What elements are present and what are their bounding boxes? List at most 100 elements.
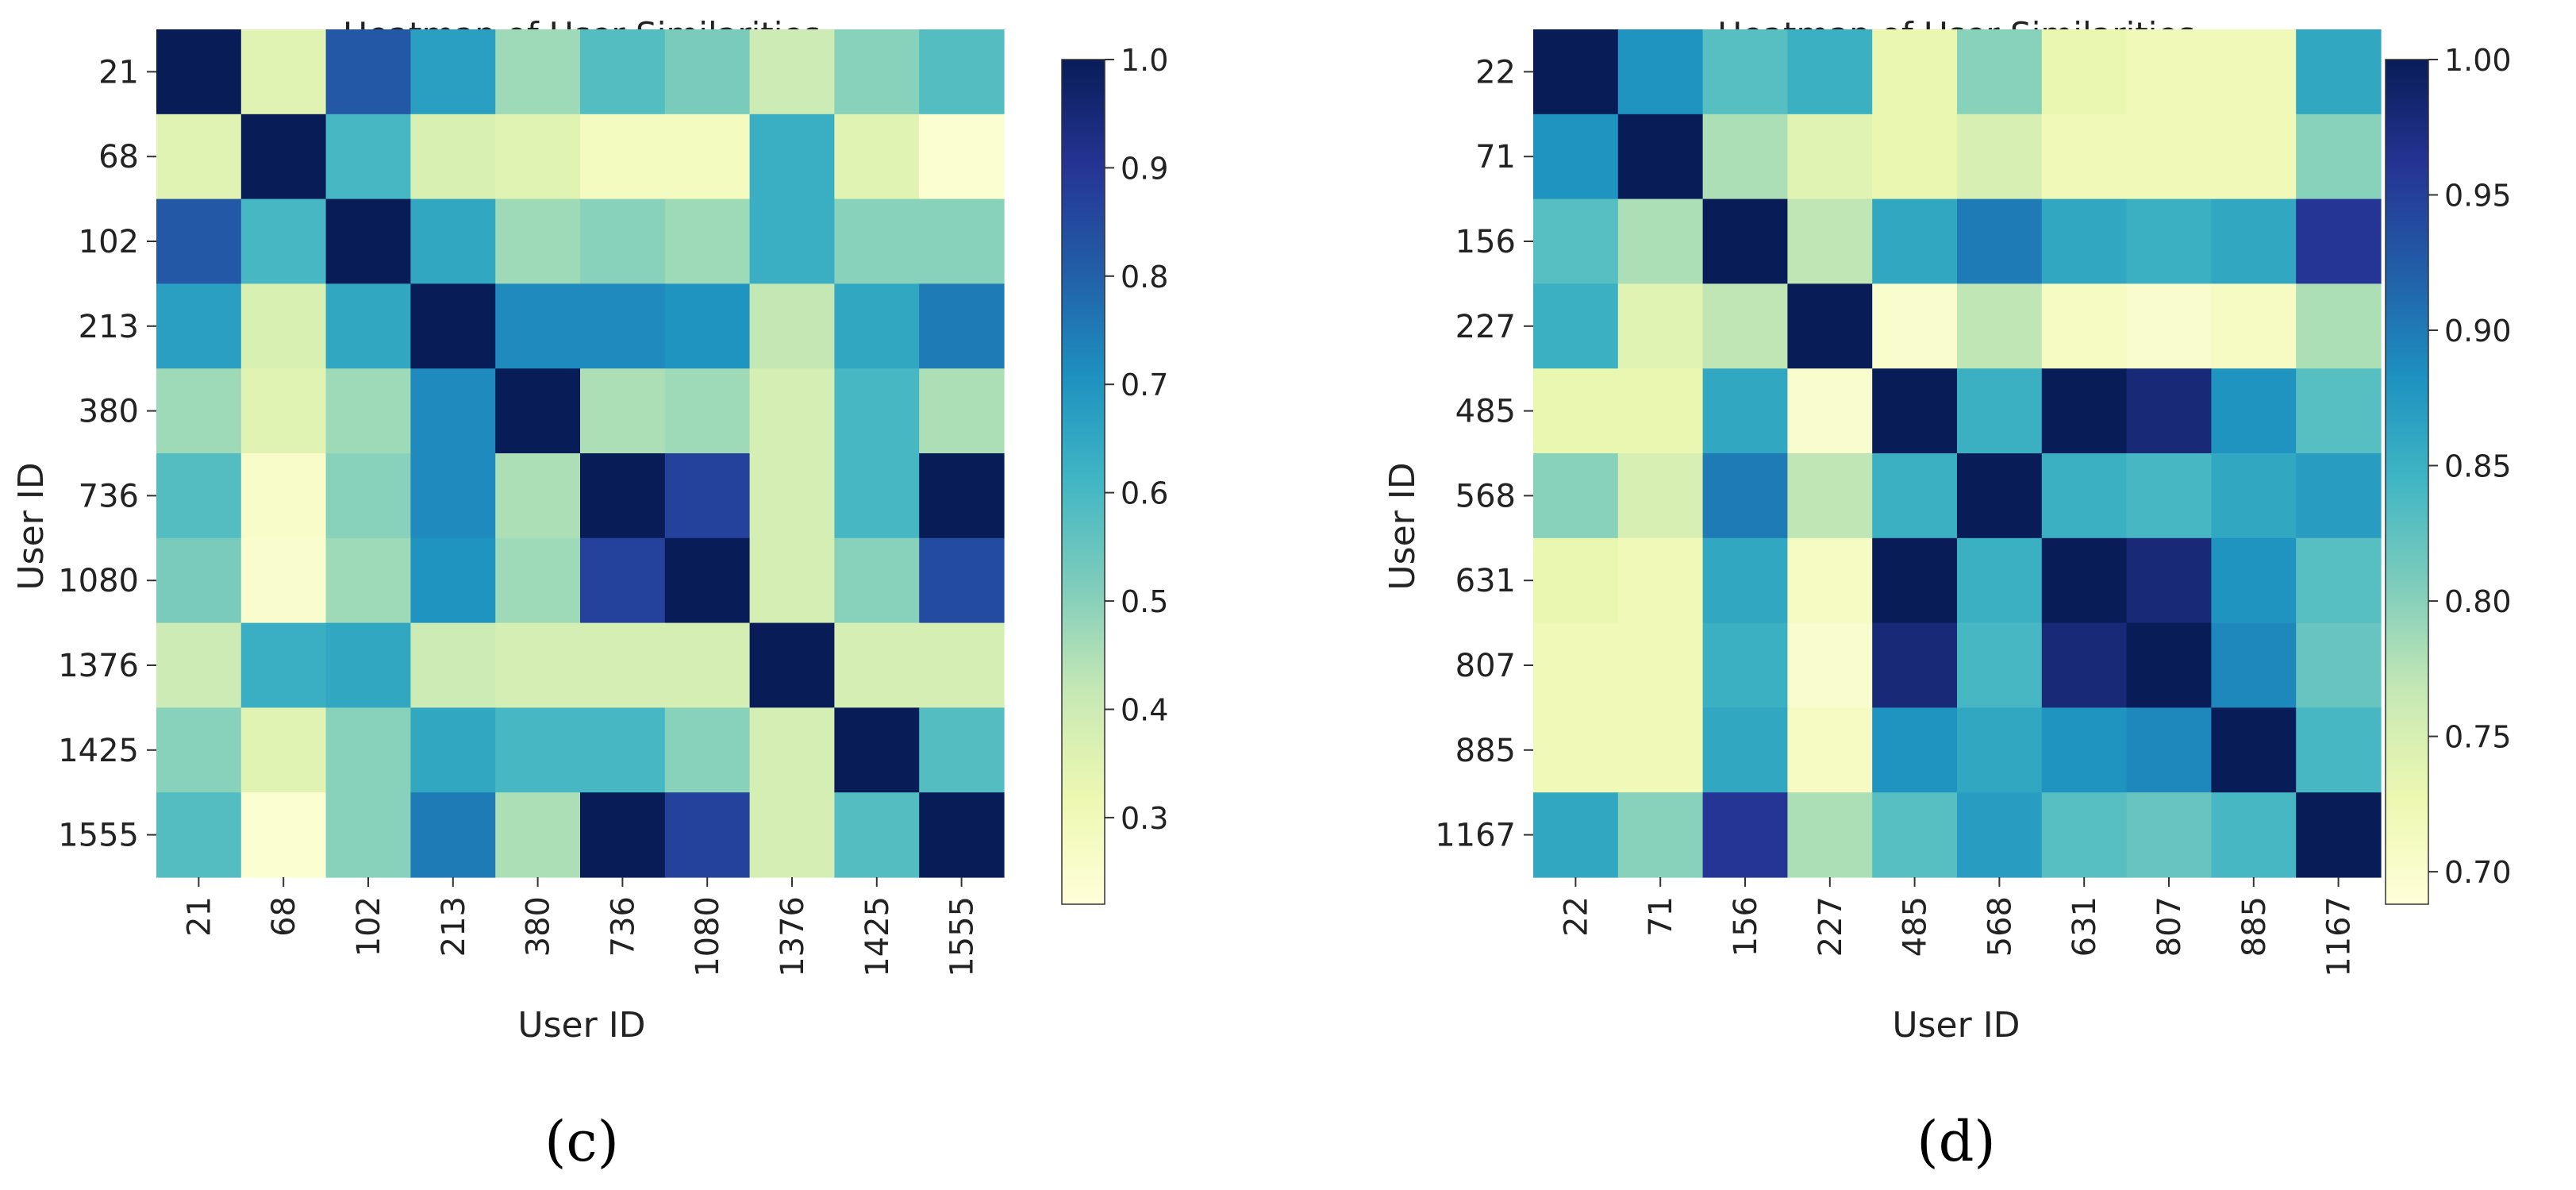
heatmap-cell (664, 198, 751, 284)
heatmap-cell (495, 707, 581, 793)
heatmap-cell (1957, 792, 2043, 878)
y-tick-labels: 21 68 102 213 380 736 1080 1376 1425 1555 (58, 54, 156, 854)
heatmap-cell (1533, 453, 1619, 539)
heatmap-cell (325, 29, 411, 115)
heatmap-cell (410, 707, 496, 793)
heatmap-cell (834, 453, 920, 539)
heatmap-cell (919, 198, 1005, 284)
heatmap-cell (240, 114, 327, 200)
heatmap-cell (325, 114, 411, 200)
heatmap-cell (156, 622, 242, 708)
heatmap-cell (2296, 707, 2382, 793)
heatmap-cell (1787, 29, 1873, 115)
heatmap-cell (2211, 283, 2297, 369)
heatmap-cell (1533, 537, 1619, 624)
heatmap-cell (2126, 283, 2212, 369)
heatmap-cell (2041, 198, 2128, 284)
x-tick-label: 568 (1982, 896, 2018, 957)
colorbar-ticks: 0.3 0.4 0.5 0.6 0.7 0.8 0.9 1.0 (1105, 43, 1168, 836)
heatmap-cell (1787, 707, 1873, 793)
heatmap-cell (1787, 368, 1873, 454)
y-tick-label: 21 (98, 54, 139, 91)
heatmap-cell (240, 368, 327, 454)
x-tick-label: 227 (1813, 896, 1849, 957)
heatmap-cell (664, 368, 751, 454)
heatmap-cell (919, 707, 1005, 793)
y-tick-label: 631 (1455, 563, 1516, 599)
heatmap-cell (749, 537, 835, 624)
heatmap-cell (1617, 29, 1704, 115)
heatmap-cell (2041, 622, 2128, 708)
x-tick-label: 68 (266, 896, 302, 937)
heatmap-cell (1702, 368, 1788, 454)
heatmap-cell (156, 198, 242, 284)
heatmap-cell (2126, 622, 2212, 708)
heatmap-cell (1617, 283, 1704, 369)
colorbar-tick-label: 1.00 (2444, 43, 2512, 78)
y-tick-label: 1555 (58, 818, 139, 854)
heatmap-cell (2296, 537, 2382, 624)
heatmap-cell (1702, 707, 1788, 793)
heatmap-cell (2126, 537, 2212, 624)
heatmap-cell (580, 368, 666, 454)
heatmap-cell (240, 537, 327, 624)
heatmap-cell (410, 453, 496, 539)
x-tick-label: 102 (351, 896, 387, 957)
heatmap-cell (325, 537, 411, 624)
heatmap-cell (919, 792, 1005, 878)
heatmap-cell (2296, 453, 2382, 539)
x-axis-label: User ID (1892, 1005, 2020, 1046)
heatmap-cell (2211, 114, 2297, 200)
colorbar-tick-label: 0.75 (2444, 720, 2512, 755)
colorbar (1061, 59, 1105, 905)
heatmap-cell (156, 707, 242, 793)
colorbar-ticks: 0.70 0.75 0.80 0.85 0.90 0.95 1.00 (2428, 43, 2512, 890)
y-tick-label: 380 (79, 394, 139, 430)
y-tick-label: 68 (98, 139, 139, 175)
y-tick-label: 736 (79, 478, 139, 514)
y-tick-label: 1425 (58, 733, 139, 769)
y-tick-label: 485 (1455, 394, 1516, 430)
heatmap-cell (495, 622, 581, 708)
colorbar-tick-label: 0.90 (2444, 314, 2512, 349)
heatmap-cell (1533, 29, 1619, 115)
heatmap-cell (410, 114, 496, 200)
y-tick-label: 1167 (1435, 818, 1516, 854)
heatmap-cell (325, 707, 411, 793)
heatmap-cell (2041, 283, 2128, 369)
heatmap-cell (1872, 368, 1958, 454)
heatmap-cell (1702, 198, 1788, 284)
heatmap-cell (2296, 29, 2382, 115)
heatmap-cell (240, 29, 327, 115)
x-tick-label: 1425 (859, 896, 896, 977)
heatmap-cell (1872, 283, 1958, 369)
heatmap-cell (1787, 537, 1873, 624)
x-tick-label: 1376 (775, 896, 811, 977)
heatmap-cell (834, 29, 920, 115)
colorbar-tick-label: 0.6 (1121, 476, 1168, 511)
heatmap-cell (2211, 453, 2297, 539)
x-tick-labels: 22 71 156 227 485 568 631 807 885 1167 (1558, 877, 2358, 977)
heatmap-cell (2126, 453, 2212, 539)
heatmap-cell (2126, 198, 2212, 284)
heatmap-cell (1957, 198, 2043, 284)
heatmap-cell (495, 537, 581, 624)
heatmap-cell (919, 453, 1005, 539)
colorbar-tick-label: 0.5 (1121, 584, 1168, 619)
heatmap-cell (1617, 792, 1704, 878)
y-axis-label: User ID (1382, 462, 1423, 590)
heatmap-cell (1617, 114, 1704, 200)
heatmap-cell (495, 29, 581, 115)
heatmap-cell (834, 283, 920, 369)
heatmap-cell (749, 792, 835, 878)
heatmap-cell (834, 537, 920, 624)
heatmap-cell (580, 453, 666, 539)
heatmap-cell (1957, 707, 2043, 793)
y-tick-label: 156 (1455, 224, 1516, 260)
y-tick-label: 71 (1475, 139, 1516, 175)
heatmap-cell (664, 537, 751, 624)
heatmap-cell (749, 283, 835, 369)
heatmap-cell (664, 792, 751, 878)
colorbar-tick-label: 0.85 (2444, 449, 2512, 484)
colorbar-tick-label: 0.80 (2444, 584, 2512, 619)
